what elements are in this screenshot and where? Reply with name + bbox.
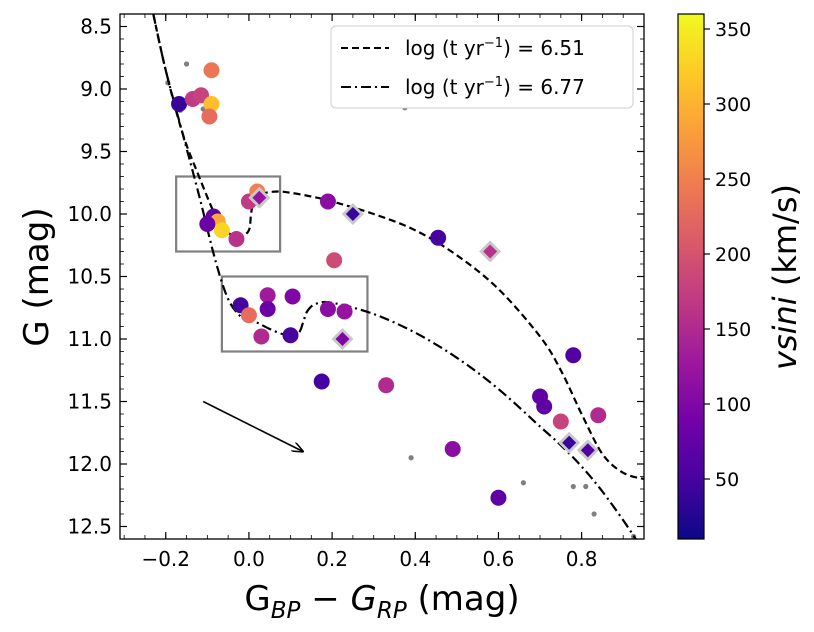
y-tick-label: 10.5 xyxy=(67,265,112,289)
star-point xyxy=(203,96,220,112)
y-tick-label: 11.5 xyxy=(67,390,112,414)
field-star-point xyxy=(570,483,576,490)
star-point xyxy=(490,489,507,506)
colorbar-tick-label: 100 xyxy=(715,394,751,416)
field-star-point xyxy=(408,455,414,461)
colorbar-tick-label: 250 xyxy=(715,169,751,191)
plot-frame xyxy=(119,13,645,540)
star-point xyxy=(536,398,553,415)
y-axis-ticks: 8.5 9.0 9.5 10.0 10.5 11.0 11.5 12.0 12.5 xyxy=(67,13,644,540)
field-star-point xyxy=(583,483,589,490)
colorbar-tick-label: 150 xyxy=(715,319,751,341)
colorbar-tick-label: 350 xyxy=(715,19,751,41)
colorbar-label: vsini (km/s) xyxy=(766,184,804,370)
y-tick-label: 9.0 xyxy=(80,77,112,101)
x-tick-label: 0.0 xyxy=(233,547,265,571)
x-axis-ticks: −0.2 0.0 0.2 0.4 0.6 0.8 xyxy=(123,14,624,571)
star-point xyxy=(590,407,607,424)
colorbar: 50 100 150 200 250 300 350 xyxy=(677,13,751,540)
star-point xyxy=(284,288,301,305)
legend-entry-2: log (t yr−1) = 6.77 xyxy=(405,75,585,99)
colorbar-ticks: 50 100 150 200 250 300 350 xyxy=(704,19,751,491)
legend-entry-1: log (t yr−1) = 6.51 xyxy=(405,36,585,60)
y-tick-label: 8.5 xyxy=(80,15,112,39)
legend: log (t yr−1) = 6.51 log (t yr−1) = 6.77 xyxy=(330,25,634,109)
star-point xyxy=(378,377,395,394)
star-point xyxy=(336,303,353,320)
field-star-point xyxy=(183,61,190,67)
colorbar-gradient xyxy=(677,13,705,540)
colorbar-tick-label: 200 xyxy=(715,244,751,266)
x-tick-label: 0.6 xyxy=(483,547,515,571)
star-point xyxy=(171,96,188,112)
x-tick-label: 0.2 xyxy=(316,547,348,571)
star-point xyxy=(213,222,230,239)
legend-box xyxy=(330,25,634,109)
field-star-point xyxy=(520,480,526,486)
diamond-star-point xyxy=(335,332,350,346)
star-point xyxy=(259,301,276,317)
y-tick-label: 10.0 xyxy=(67,202,112,226)
colorbar-tick-label: 300 xyxy=(715,94,751,116)
reddening-arrow xyxy=(202,400,303,452)
star-point xyxy=(430,229,447,246)
star-point xyxy=(319,301,336,317)
star-point xyxy=(201,108,218,125)
colorbar-tick-label: 50 xyxy=(715,469,739,491)
star-point xyxy=(228,231,245,247)
star-point xyxy=(253,328,270,345)
star-point xyxy=(259,287,276,304)
diamond-star-point xyxy=(562,435,577,450)
x-tick-label: 0.8 xyxy=(566,547,598,571)
star-point xyxy=(565,347,582,364)
isochrone-dashed xyxy=(152,14,644,481)
y-axis-label: G (mag) xyxy=(17,207,57,346)
diamond-star-point xyxy=(580,443,595,458)
diamond-star-point xyxy=(483,244,498,259)
star-point xyxy=(444,441,461,457)
x-tick-label: −0.2 xyxy=(141,547,190,571)
star-point xyxy=(552,413,569,430)
y-tick-label: 9.5 xyxy=(80,140,112,164)
star-point xyxy=(199,216,216,232)
data-layer xyxy=(152,14,644,539)
star-point xyxy=(240,307,257,324)
star-point xyxy=(326,252,343,269)
field-star-point xyxy=(591,511,597,517)
highlight-box-1 xyxy=(175,175,282,253)
x-axis-label: GBP − GRP (mag) xyxy=(244,579,519,624)
star-point xyxy=(313,373,330,390)
diamond-star-point xyxy=(252,190,267,205)
x-tick-label: 0.4 xyxy=(399,547,431,571)
star-point xyxy=(203,62,220,79)
y-tick-label: 12.0 xyxy=(67,452,112,476)
star-point xyxy=(319,193,336,210)
highlight-box-2 xyxy=(220,275,369,353)
y-tick-label: 11.0 xyxy=(67,327,112,351)
y-tick-label: 12.5 xyxy=(67,515,112,539)
star-point xyxy=(282,327,299,344)
isochrone-dashdot xyxy=(152,14,637,539)
diamond-star-point xyxy=(345,207,360,221)
